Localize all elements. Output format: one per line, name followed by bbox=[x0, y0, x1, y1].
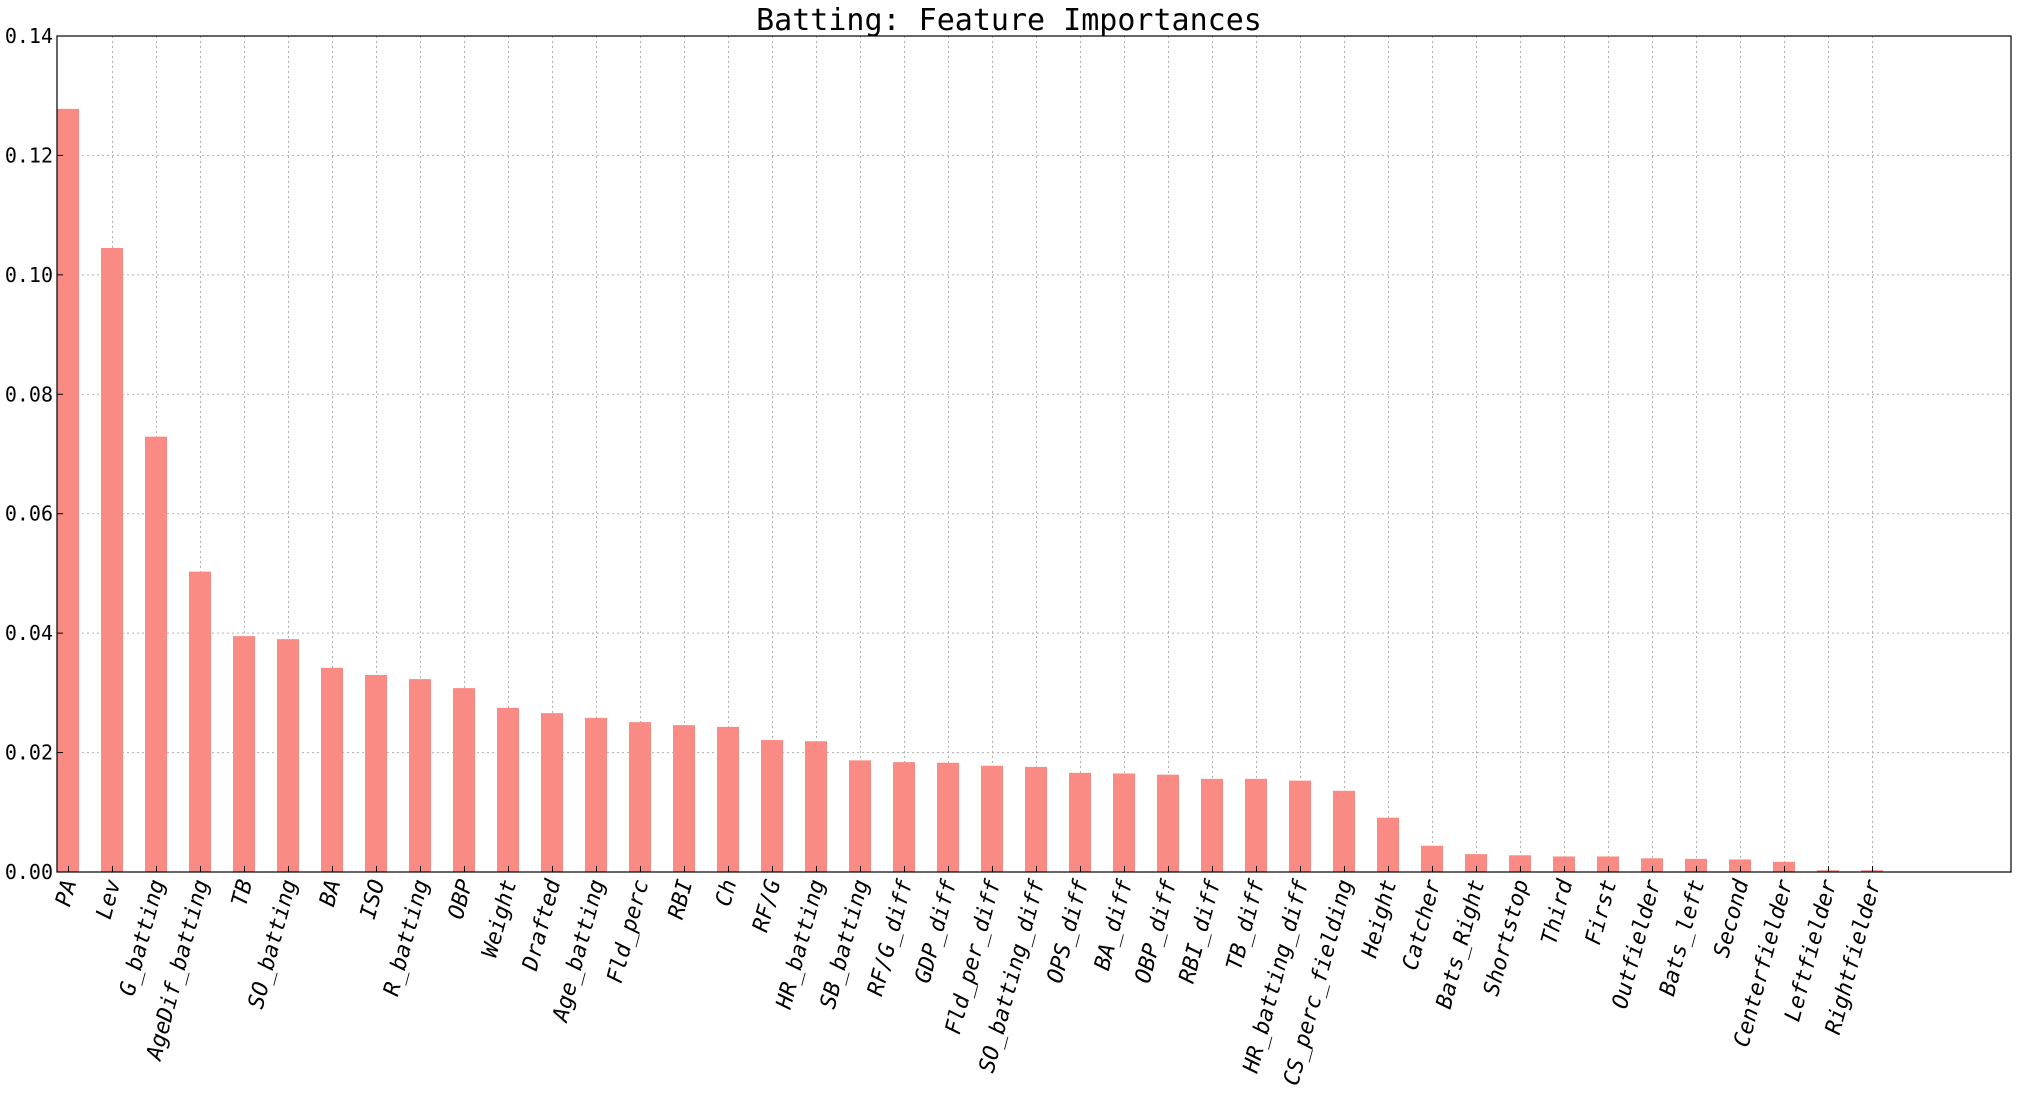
y-tick-label: 0.12 bbox=[5, 143, 53, 167]
x-tick-label: First bbox=[1581, 877, 1622, 947]
bar-rbi-diff bbox=[1201, 778, 1223, 872]
x-tick-label: Second bbox=[1710, 876, 1755, 960]
x-tick-label: Fld_perc bbox=[603, 877, 655, 986]
bar-pa bbox=[57, 108, 79, 872]
bar-cs-perc-fielding bbox=[1333, 790, 1355, 872]
bar-weight bbox=[497, 707, 519, 872]
bar-sb-batting bbox=[849, 760, 871, 872]
bar-ba-diff bbox=[1113, 773, 1135, 872]
x-tick-label: TB_diff bbox=[1222, 876, 1270, 973]
x-tick-label: RF/G bbox=[748, 877, 786, 935]
bar-lev bbox=[101, 247, 123, 872]
y-tick-label: 0.08 bbox=[5, 382, 53, 406]
bar-rbi bbox=[673, 725, 695, 872]
bars bbox=[57, 108, 1883, 872]
bar-height bbox=[1377, 817, 1399, 872]
bar-rf-g bbox=[761, 740, 783, 872]
bar-bats-right bbox=[1465, 854, 1487, 872]
bar-age-batting bbox=[585, 717, 607, 872]
y-tick-label: 0.00 bbox=[5, 860, 53, 884]
bar-outfielder bbox=[1641, 858, 1663, 872]
x-tick-label: Third bbox=[1537, 876, 1578, 947]
x-tick-label: OPS_diff bbox=[1043, 876, 1095, 986]
bar-agedif-batting bbox=[189, 571, 211, 872]
bar-rf-g-diff bbox=[893, 762, 915, 872]
bar-catcher bbox=[1421, 845, 1443, 872]
bar-ops-diff bbox=[1069, 772, 1091, 872]
y-tick-label: 0.14 bbox=[5, 24, 53, 48]
bar-hr-batting-diff bbox=[1289, 780, 1311, 872]
x-tick-label: BA_diff bbox=[1090, 876, 1138, 973]
x-tick-label: Bats_left bbox=[1655, 877, 1710, 999]
x-tick-label: RBI_diff bbox=[1175, 876, 1227, 986]
bar-tb-diff bbox=[1245, 778, 1267, 872]
chart-title: Batting: Feature Importances bbox=[756, 3, 1262, 38]
x-tick-label: Weight bbox=[478, 877, 523, 960]
bar-so-batting-diff bbox=[1025, 766, 1047, 872]
bar-obp-diff bbox=[1157, 774, 1179, 872]
bar-tb bbox=[233, 636, 255, 872]
bar-third bbox=[1553, 856, 1575, 872]
bar-fld-perc bbox=[629, 722, 651, 872]
grid-lines bbox=[57, 36, 2011, 872]
bar-fld-per-diff bbox=[981, 765, 1003, 872]
x-tick-label: BA bbox=[315, 877, 346, 909]
bar-gdp-diff bbox=[937, 762, 959, 872]
bar-obp bbox=[453, 688, 475, 872]
x-tick-label: Drafted bbox=[518, 876, 567, 974]
bar-hr-batting bbox=[805, 741, 827, 872]
y-tick-label: 0.06 bbox=[5, 502, 53, 526]
bar-drafted bbox=[541, 713, 563, 872]
bar-bats-left bbox=[1685, 858, 1707, 872]
bar-r-batting bbox=[409, 679, 431, 872]
x-tick-label: OBP_diff bbox=[1131, 876, 1183, 986]
bar-so-batting bbox=[277, 639, 299, 872]
bar-iso bbox=[365, 674, 387, 872]
x-tick-label: Lev bbox=[92, 876, 127, 922]
bar-ch bbox=[717, 726, 739, 872]
x-tick-label: Ch bbox=[711, 877, 742, 909]
plot-frame bbox=[56, 35, 2012, 873]
bar-first bbox=[1597, 856, 1619, 872]
x-tick-label: Catcher bbox=[1398, 876, 1446, 973]
bar-shortstop bbox=[1509, 855, 1531, 872]
bar-second bbox=[1729, 859, 1751, 872]
y-tick-label: 0.04 bbox=[5, 621, 53, 645]
x-tick-label: ISO bbox=[356, 877, 390, 922]
x-tick-label: TB bbox=[227, 877, 258, 909]
x-tick-label: GDP_diff bbox=[911, 876, 963, 986]
bar-ba bbox=[321, 667, 343, 872]
y-tick-label: 0.10 bbox=[5, 263, 53, 287]
x-tick-label: R_batting bbox=[379, 877, 434, 999]
x-tick-label: RF/G_diff bbox=[863, 876, 918, 998]
bar-g-batting bbox=[145, 436, 167, 872]
x-tick-label: Height bbox=[1357, 877, 1402, 961]
y-axis-ticks: 0.00 0.02 0.04 0.06 0.08 0.10 0.12 0.14 bbox=[5, 24, 63, 884]
y-tick-label: 0.02 bbox=[5, 741, 53, 765]
x-tick-label: OBP bbox=[444, 877, 478, 922]
x-tick-label: Shortstop bbox=[1479, 877, 1534, 999]
x-tick-label: RBI bbox=[664, 877, 698, 922]
x-tick-label: PA bbox=[51, 877, 82, 909]
